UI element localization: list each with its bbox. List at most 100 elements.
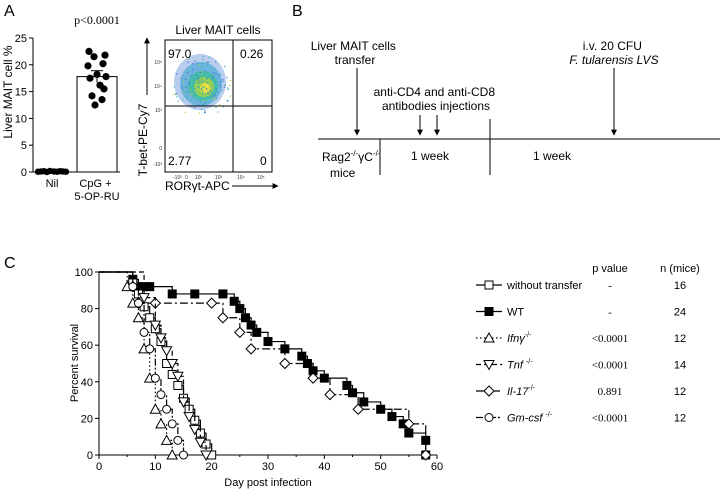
legend-n-wo: 16 bbox=[674, 280, 686, 292]
a-ytick-label: 0 bbox=[21, 167, 27, 179]
flow-event bbox=[182, 98, 184, 101]
flow-event bbox=[202, 104, 204, 106]
survival-point-il17 bbox=[205, 297, 218, 309]
flow-xtick-4: 10⁴ bbox=[237, 175, 245, 181]
survival-point-il17 bbox=[352, 403, 364, 415]
survival-series-tnf bbox=[99, 271, 212, 462]
flow-event bbox=[195, 95, 198, 97]
flow-event bbox=[195, 82, 197, 84]
c-xtick-label: 50 bbox=[375, 461, 387, 473]
flow-event bbox=[208, 56, 210, 58]
survival-point-il17 bbox=[217, 312, 229, 324]
flow-event bbox=[197, 87, 199, 90]
a-point-cpg bbox=[93, 70, 101, 79]
a-point-cpg bbox=[101, 51, 109, 59]
panel-a-xtick-nil-line: Nil bbox=[46, 178, 59, 190]
antibody-label: anti-CD4 and anti-CD8 antibodies injecti… bbox=[374, 85, 499, 113]
legend-label-sup: -/- bbox=[546, 412, 553, 419]
legend-marker-gmcsf bbox=[484, 413, 494, 422]
survival-point-tnf bbox=[188, 424, 201, 436]
survival-point-gmcsf bbox=[156, 390, 166, 400]
flow-xtick-5: 10⁵ bbox=[257, 175, 265, 181]
flow-event bbox=[192, 63, 194, 65]
a-ytick-label: 15 bbox=[15, 87, 27, 99]
flow-event bbox=[195, 72, 197, 74]
flow-event bbox=[175, 96, 178, 98]
flow-event bbox=[187, 58, 190, 60]
flow-event bbox=[201, 67, 203, 69]
flow-event bbox=[194, 92, 197, 94]
rag-sup-1: -/- bbox=[351, 149, 359, 158]
flow-title: Liver MAIT cells bbox=[175, 23, 260, 37]
flow-event bbox=[192, 81, 194, 83]
legend-label-il17: Il-17-/- bbox=[507, 385, 536, 398]
flow-event bbox=[224, 65, 226, 68]
survival-point-wt bbox=[387, 412, 397, 422]
survival-point-gmcsf bbox=[150, 373, 160, 383]
c-ytick-label: 100 bbox=[75, 267, 93, 279]
survival-point-wt bbox=[342, 380, 352, 390]
legend-marker-ifng bbox=[483, 331, 495, 343]
flow-event bbox=[198, 90, 200, 92]
flow-event bbox=[214, 94, 216, 96]
survival-point-ifng bbox=[166, 448, 179, 460]
survival-point-il17 bbox=[403, 418, 415, 430]
legend-label-text: without transfer bbox=[506, 280, 583, 292]
rag-text: Rag2 bbox=[322, 150, 351, 164]
flow-event bbox=[189, 75, 191, 78]
survival-series-gmcsf bbox=[99, 271, 188, 460]
panel-a-xtick-cpg: CpG + 5-OP-RU bbox=[74, 178, 119, 203]
a-point-cpg bbox=[100, 85, 108, 93]
flow-event bbox=[227, 100, 229, 102]
flow-event bbox=[192, 69, 194, 71]
survival-point-wt bbox=[297, 351, 307, 361]
flow-event bbox=[198, 64, 200, 66]
flow-event bbox=[213, 76, 215, 78]
infection-label-line2: F. tularensis LVS bbox=[569, 53, 658, 67]
flow-event bbox=[221, 89, 223, 91]
panel-c-legend: p value n (mice) without transfer - 16 WT - 2… bbox=[476, 263, 700, 425]
legend-label-sup: -/- bbox=[525, 332, 532, 339]
legend-label-tnf: Tnf -/- bbox=[507, 359, 533, 372]
survival-point-tnf bbox=[149, 320, 162, 332]
flow-event bbox=[218, 74, 220, 76]
survival-point-wo bbox=[173, 380, 183, 390]
flow-event bbox=[222, 78, 224, 81]
a-point-cpg bbox=[86, 74, 94, 82]
flow-event bbox=[215, 106, 217, 108]
legend-header-p: p value bbox=[592, 263, 627, 275]
a-point-nil bbox=[62, 168, 70, 175]
flow-event bbox=[213, 97, 215, 99]
flow-event bbox=[216, 98, 218, 100]
flow-event bbox=[193, 88, 196, 90]
legend-label-text: Gm-csf bbox=[507, 413, 546, 425]
legend-label-text: Ifnγ bbox=[507, 333, 526, 345]
flow-event bbox=[229, 85, 231, 87]
flow-event bbox=[214, 98, 216, 100]
flow-event bbox=[199, 81, 201, 83]
flow-event bbox=[208, 102, 210, 104]
flow-event bbox=[175, 93, 177, 96]
survival-point-wt bbox=[229, 296, 239, 306]
flow-event bbox=[191, 104, 193, 106]
panel-b-timeline: Liver MAIT cells transfer anti-CD4 and a… bbox=[311, 39, 720, 180]
flow-event bbox=[223, 86, 225, 88]
legend-label-text: Il-17 bbox=[507, 386, 529, 398]
survival-point-il17 bbox=[307, 372, 319, 384]
panel-a-xtick-cpg-line2: 5-OP-RU bbox=[74, 191, 119, 203]
flow-event bbox=[181, 87, 183, 89]
flow-quadrant-lr: 0 bbox=[260, 154, 267, 168]
survival-point-tnf bbox=[177, 397, 190, 408]
legend-marker-il17 bbox=[483, 385, 495, 397]
survival-series-il17 bbox=[99, 271, 432, 461]
flow-event bbox=[197, 63, 199, 65]
week-label-1: 1 week bbox=[411, 149, 450, 163]
flow-event bbox=[230, 80, 232, 82]
flow-ytick-3: 0 bbox=[159, 146, 162, 152]
legend-n-tnf: 14 bbox=[674, 360, 686, 372]
survival-point-gmcsf bbox=[128, 282, 138, 292]
survival-point-wt bbox=[404, 428, 414, 438]
flow-event bbox=[185, 91, 187, 93]
survival-point-ifng bbox=[149, 403, 162, 414]
flow-event bbox=[227, 88, 229, 91]
